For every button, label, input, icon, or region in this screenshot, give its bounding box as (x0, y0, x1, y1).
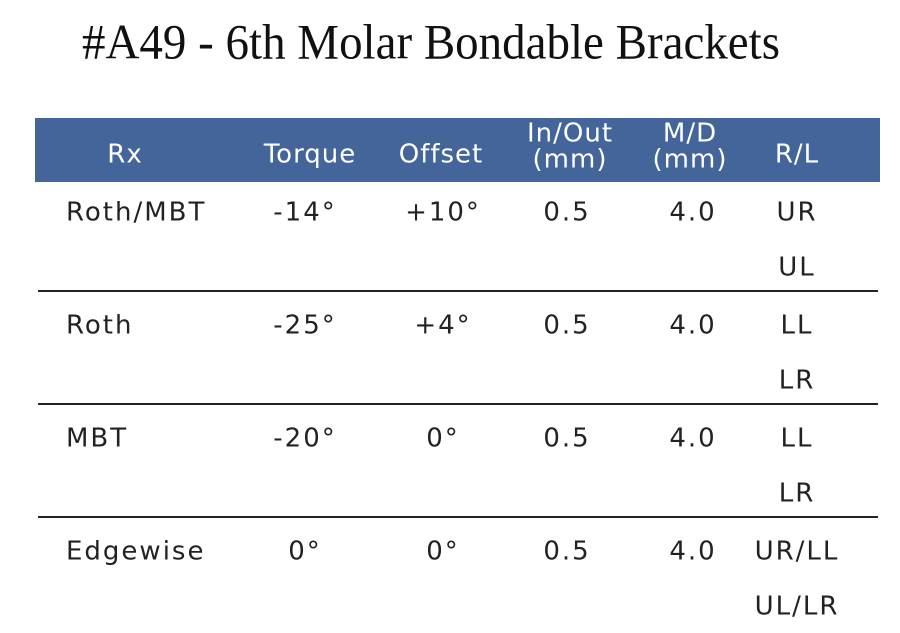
rl-cell: LL (781, 311, 814, 341)
header-cell: R/L (775, 140, 819, 170)
cell: Edgewise (66, 537, 205, 567)
header-band (35, 118, 880, 182)
cell: 4.0 (669, 424, 716, 454)
rl-cell: LL (781, 424, 814, 454)
rl-cell: UL/LR (755, 592, 840, 622)
cell: 0.5 (543, 424, 590, 454)
cell: +4° (414, 311, 471, 341)
rl-cell: UR (776, 198, 817, 228)
header-cell: Torque (263, 140, 357, 170)
header-cell: (mm) (533, 145, 608, 175)
title: #A49 - 6th Molar Bondable Brackets (82, 13, 780, 69)
cell: +10° (405, 198, 481, 228)
header-cell: Rx (107, 140, 142, 170)
cell: -14° (273, 198, 336, 228)
cell: 4.0 (669, 537, 716, 567)
cell: -20° (273, 424, 336, 454)
cell: Roth (66, 311, 133, 341)
cell: 0.5 (543, 198, 590, 228)
cell: 0.5 (543, 537, 590, 567)
rl-cell: UR/LL (755, 537, 840, 567)
cell: 0° (288, 537, 322, 567)
header-cell: In/Out (527, 119, 613, 149)
rl-cell: UL (778, 253, 816, 283)
header-cell: M/D (663, 119, 717, 149)
header-cell: (mm) (653, 145, 728, 175)
cell: 0° (426, 424, 460, 454)
rl-cell: LR (779, 366, 816, 396)
cell: 4.0 (669, 311, 716, 341)
cell: 0° (426, 537, 460, 567)
rl-cell: LR (779, 479, 816, 509)
header-cell: Offset (399, 140, 484, 170)
cell: MBT (66, 424, 128, 454)
cell: -25° (273, 311, 336, 341)
cell: 0.5 (543, 311, 590, 341)
cell: Roth/MBT (66, 198, 206, 228)
cell: 4.0 (669, 198, 716, 228)
